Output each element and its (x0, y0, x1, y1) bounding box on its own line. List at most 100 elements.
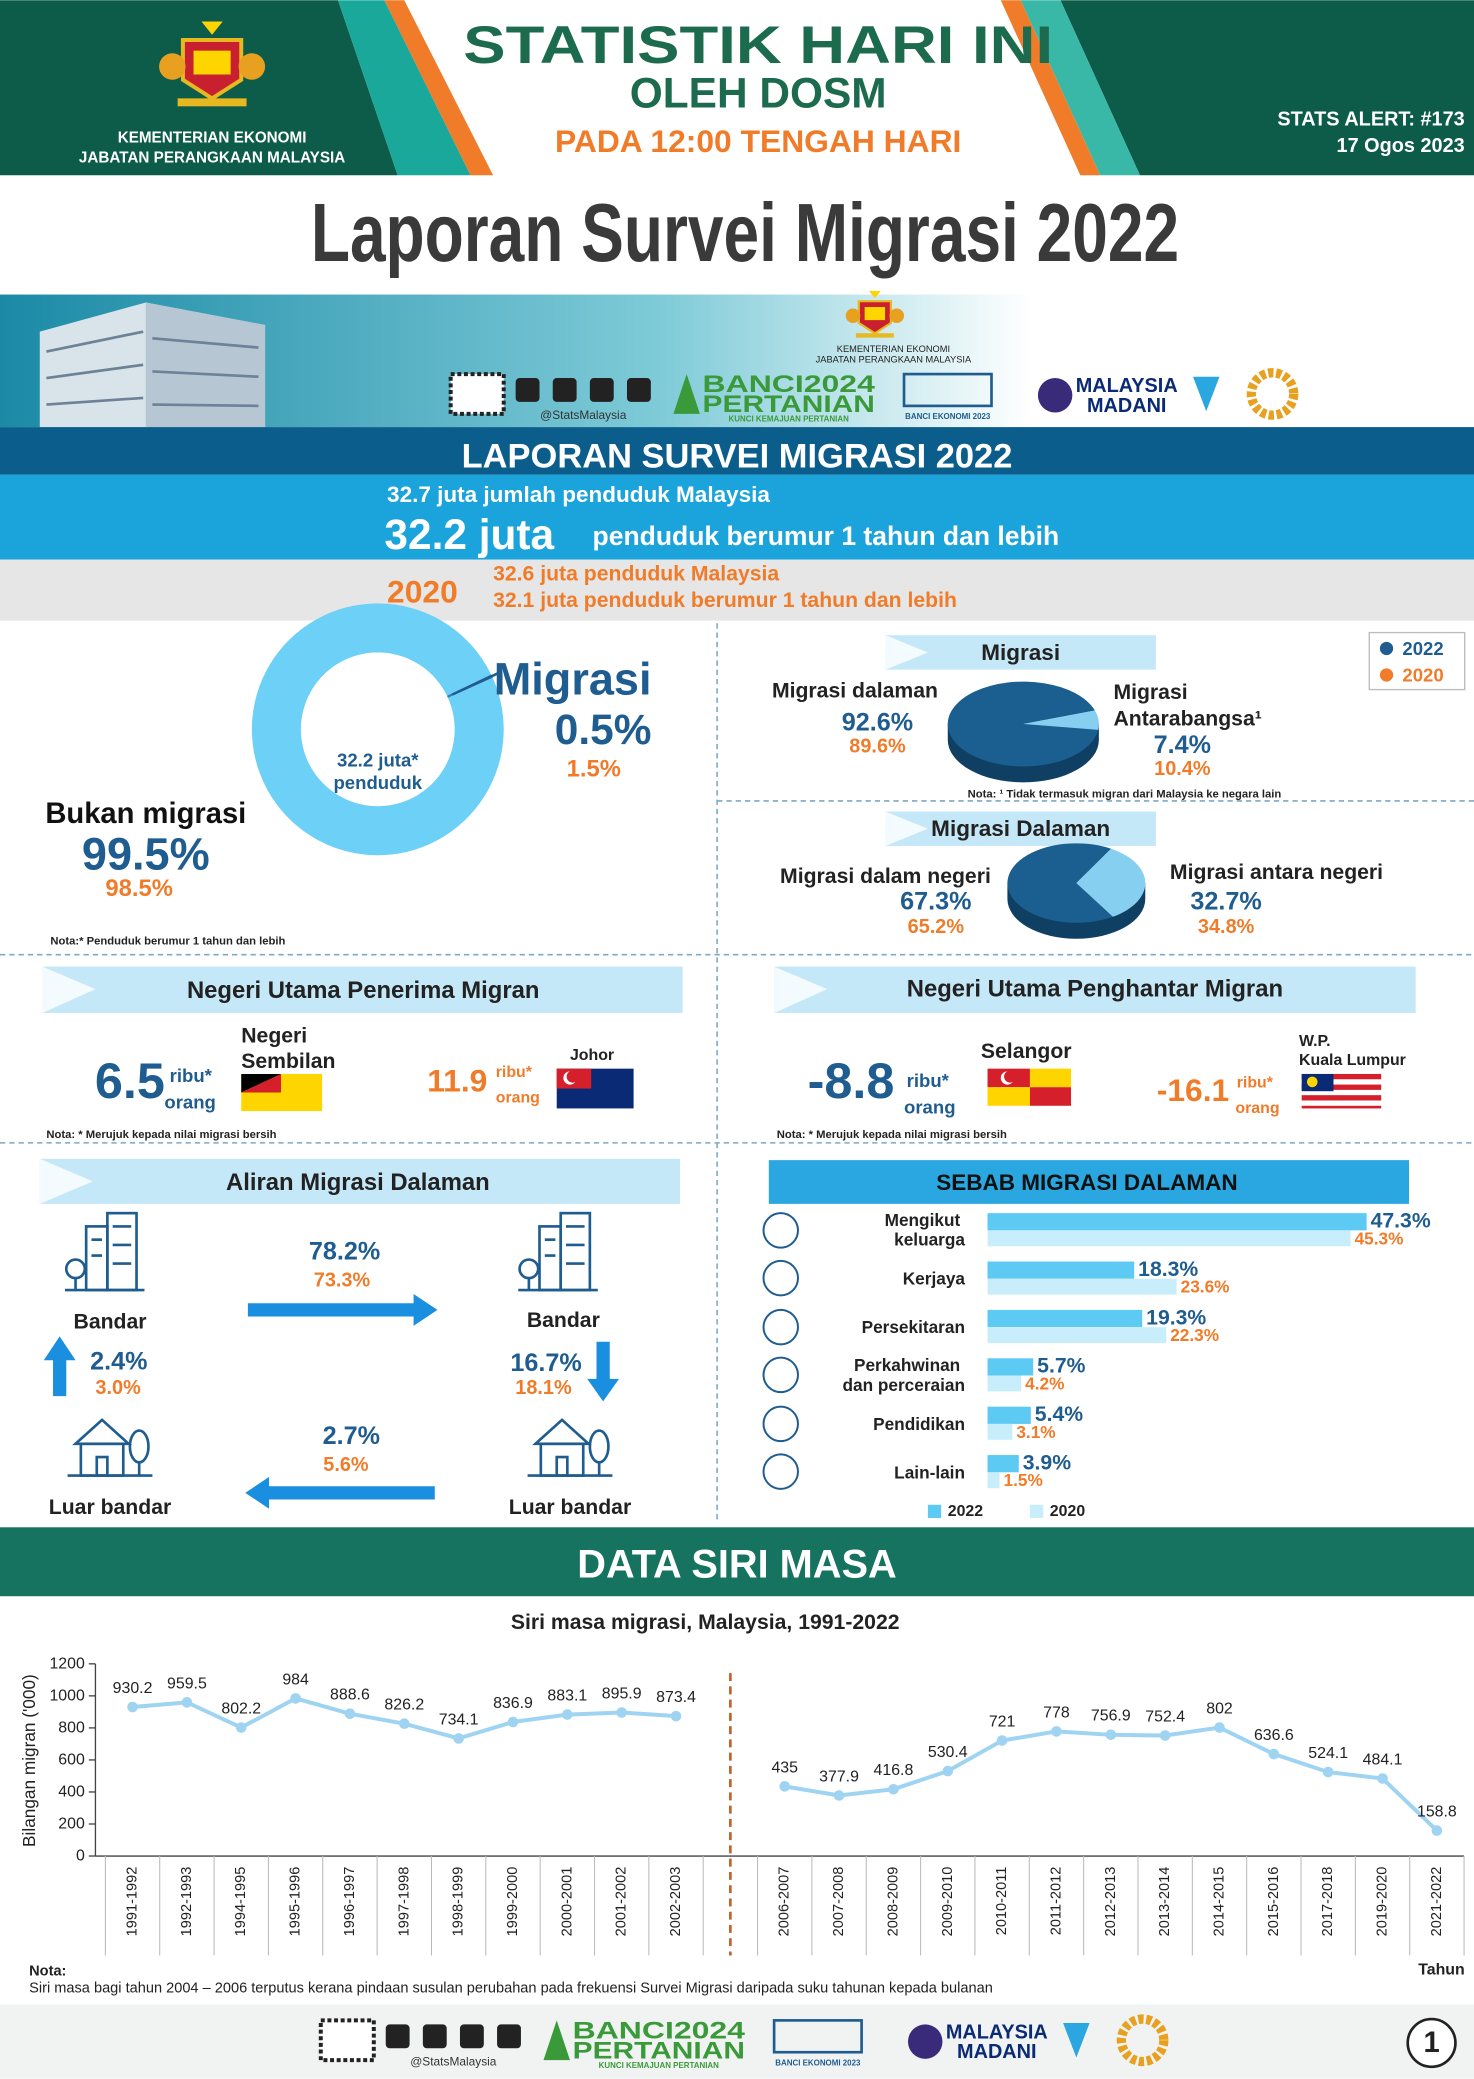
data-label: 836.9 (493, 1695, 533, 1712)
page-number-circle (1406, 2017, 1457, 2069)
unit: ribu* (907, 1070, 950, 1091)
data-label: 984 (282, 1671, 309, 1688)
point (1268, 1748, 1280, 1760)
note: Nota:* Penduduk berumur 1 tahun dan lebi… (50, 935, 285, 947)
label: @StatsMalaysia (410, 2054, 497, 2068)
flag-kuala-lumpur (1301, 1073, 1382, 1109)
be-logo (902, 372, 993, 408)
header-stripe (1020, 0, 1140, 176)
data-label: 778 (1043, 1704, 1070, 1721)
sdg-wheel (1116, 2014, 1169, 2067)
category-label: Bukan migrasi (45, 798, 246, 830)
state-value: 6.5 (95, 1052, 165, 1109)
data-label: 883.1 (547, 1688, 587, 1705)
data-label: 959.5 (167, 1675, 207, 1692)
category-label: Mengikut keluarga (885, 1210, 966, 1250)
label: 32.6 juta penduduk Malaysia (493, 563, 779, 586)
subtitle: OLEH DOSM (630, 70, 887, 117)
label: MADANI (957, 2041, 1037, 2063)
box-title: Negeri Utama Penghantar Migran (907, 976, 1283, 1003)
data-label: 802 (1206, 1701, 1233, 1718)
state-value: -8.8 (808, 1052, 895, 1109)
point (996, 1735, 1008, 1746)
flow-value: 16.7% (510, 1349, 581, 1377)
big-value: 32.2 juta (384, 511, 554, 558)
x-tick-label: 1999-2000 (505, 1867, 521, 1937)
unit: ribu* (1237, 1075, 1274, 1092)
legend-swatch (927, 1504, 942, 1519)
point (616, 1707, 627, 1718)
x-tick-label: 2009-2010 (940, 1867, 956, 1937)
value-label: 65.2% (908, 916, 965, 938)
pie-slice (1023, 710, 1099, 730)
icon-luar-bandar (526, 1418, 614, 1477)
x-tick-label: 2019-2020 (1375, 1867, 1391, 1937)
header-stripe (384, 0, 494, 176)
y-tick-label: 400 (58, 1783, 85, 1800)
v-logo (1192, 376, 1220, 412)
category-label: Migrasi (494, 653, 652, 704)
point (1322, 1766, 1334, 1778)
building-photo (39, 302, 266, 428)
flow-value: 78.2% (309, 1238, 380, 1266)
point (833, 1790, 845, 1801)
v-logo (1063, 2023, 1090, 2058)
value-label: 47.3% (1371, 1210, 1431, 1233)
point (398, 1718, 410, 1730)
axis-title: Tahun (1418, 1962, 1464, 1979)
x-tick-label: 2017-2018 (1320, 1867, 1336, 1937)
label: @StatsMalaysia (540, 408, 627, 422)
point (1431, 1825, 1443, 1836)
data-label: 158.8 (1417, 1804, 1457, 1821)
note: Nota: (29, 1963, 66, 1979)
y-tick-label: 1000 (49, 1687, 85, 1704)
social-icon (497, 2024, 521, 2049)
category-label: Migrasi Antarabangsa¹ (1113, 681, 1261, 731)
state-name: W.P. Kuala Lumpur (1299, 1032, 1406, 1068)
value-label: 99.5% (82, 828, 210, 879)
value-label: 10.4% (1154, 758, 1211, 780)
state-value: -16.1 (1157, 1072, 1229, 1108)
value-label: 5.7% (1037, 1355, 1085, 1378)
value-label: 0.5% (555, 706, 652, 753)
label: PERTANIAN (703, 391, 875, 418)
page-number: 1 (1423, 2027, 1439, 2059)
category-label: Lain-lain (894, 1462, 965, 1482)
category-label: Migrasi dalaman (772, 679, 938, 702)
unit: ribu* (170, 1065, 213, 1086)
label: penduduk berumur 1 tahun dan lebih (593, 521, 1060, 551)
x-tick-label: 1995-1996 (288, 1867, 304, 1937)
qr-code (448, 372, 506, 416)
summary-bar (0, 474, 1474, 560)
value-label: 34.8% (1198, 916, 1255, 938)
data-label: 734.1 (439, 1711, 479, 1728)
bar (987, 1358, 1034, 1376)
pointer (451, 672, 499, 696)
header-right (1060, 0, 1474, 176)
bar (987, 1375, 1022, 1392)
label: BANCI EKONOMI 2023 (905, 412, 991, 421)
flow-arrows (43, 1294, 620, 1509)
unit: orang (904, 1097, 956, 1118)
point (888, 1783, 899, 1795)
value-label: 1.5% (1004, 1470, 1043, 1490)
point (290, 1693, 301, 1704)
stats-alert: STATS ALERT: #173 (1277, 109, 1464, 131)
x-tick-label: 2008-2009 (885, 1867, 901, 1937)
label: KEMENTERIAN EKONOMI (837, 344, 950, 354)
x-tick-label: 2012-2013 (1103, 1867, 1119, 1937)
category-label: Perkahwinan dan perceraian (842, 1355, 965, 1395)
social-icon (459, 2024, 484, 2049)
chart-title: Siri masa migrasi, Malaysia, 1991-2022 (511, 1611, 900, 1634)
point (1051, 1726, 1062, 1737)
node-label: Bandar (527, 1309, 600, 1332)
data-label: 416.8 (874, 1762, 914, 1779)
data-label: 636.6 (1254, 1727, 1294, 1744)
icon-bandar (63, 1211, 146, 1292)
value-label: 89.6% (849, 736, 906, 758)
data-label: 721 (989, 1713, 1016, 1730)
value-label: 4.2% (1025, 1373, 1064, 1393)
point (1377, 1773, 1388, 1784)
point (235, 1722, 247, 1733)
